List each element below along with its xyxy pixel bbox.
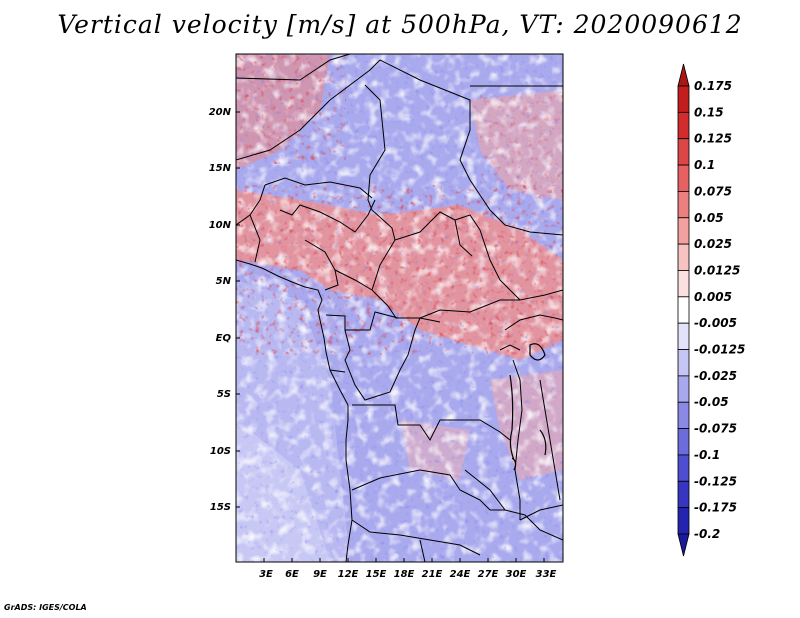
- colorbar-label: -0.0125: [694, 343, 745, 357]
- colorbar-label: -0.175: [694, 501, 737, 515]
- longitude-axis: [263, 558, 545, 562]
- latitude-axis: [236, 111, 240, 508]
- colorbar-label: 0.0125: [694, 263, 740, 277]
- lon-label: 30E: [506, 569, 527, 580]
- colorbar-segment: [677, 296, 690, 324]
- colorbar-label: 0.1: [694, 158, 715, 172]
- lat-label: 20N: [209, 107, 232, 118]
- colorbar-segment: [677, 349, 690, 377]
- lon-label: 12E: [338, 569, 359, 580]
- lon-label: 24E: [450, 569, 471, 580]
- lon-label: 27E: [478, 569, 499, 580]
- colorbar-arrow-bottom: [677, 533, 690, 557]
- colorbar-label: -0.005: [694, 316, 737, 330]
- latitude-labels: 20N 15N 10N 5N EQ 5S 10S 15S: [209, 107, 232, 513]
- colorbar-label: -0.2: [694, 527, 720, 541]
- colorbar-label: -0.025: [694, 369, 737, 383]
- longitude-labels: 3E 6E 9E 12E 15E 18E 21E 24E 27E 30E 33E: [259, 569, 556, 580]
- lat-label: 15N: [209, 163, 232, 174]
- colorbar-segment: [677, 270, 690, 298]
- colorbar-labels: 0.175 0.15 0.125 0.1 0.075 0.05 0.025 0.0125 0.0…: [694, 79, 745, 541]
- lat-label: 5N: [216, 276, 232, 287]
- colorbar-segment: [677, 507, 690, 535]
- colorbar-segment: [677, 322, 690, 350]
- colorbar-label: 0.175: [694, 79, 732, 93]
- colorbar-label: 0.125: [694, 132, 732, 146]
- colorbar-label: 0.005: [694, 290, 732, 304]
- colorbar-segment: [677, 375, 690, 403]
- lon-label: 15E: [366, 569, 387, 580]
- credit-text: GrADS: IGES/COLA: [4, 603, 87, 612]
- colorbar-label: 0.075: [694, 184, 732, 198]
- lake-outlines: [509, 343, 547, 471]
- colorbar-segment: [677, 191, 690, 219]
- colorbar-label: -0.075: [694, 422, 737, 436]
- lat-label: 15S: [210, 502, 231, 513]
- lon-label: 9E: [313, 569, 327, 580]
- map-title: Vertical velocity [m/s] at 500hPa, VT: 2…: [57, 10, 743, 39]
- lon-label: 6E: [285, 569, 299, 580]
- country-borders: [236, 54, 563, 562]
- colorbar-segment: [677, 428, 690, 456]
- map-frame: [235, 53, 564, 563]
- colorbar-label: 0.15: [694, 105, 724, 119]
- velocity-field: [236, 54, 563, 562]
- colorbar-segment: [677, 111, 690, 140]
- colorbar-segment: [677, 401, 690, 429]
- lat-label: 10N: [209, 220, 232, 231]
- colorbar-label: -0.1: [694, 448, 720, 462]
- colorbar-label: -0.05: [694, 395, 729, 409]
- lon-label: 21E: [422, 569, 443, 580]
- colorbar-segment: [677, 454, 690, 482]
- colorbar-segment: [677, 243, 690, 271]
- colorbar-segment: [677, 138, 690, 166]
- lat-label: 10S: [210, 446, 231, 457]
- colorbar: [677, 63, 690, 557]
- lon-label: 3E: [259, 569, 273, 580]
- lon-label: 18E: [394, 569, 415, 580]
- colorbar-label: 0.025: [694, 237, 732, 251]
- colorbar-segment: [677, 480, 690, 509]
- lat-label: EQ: [216, 333, 232, 344]
- lon-label: 33E: [536, 569, 557, 580]
- colorbar-label: 0.05: [694, 211, 724, 225]
- colorbar-segment: [677, 164, 690, 192]
- colorbar-segment: [677, 217, 690, 245]
- colorbar-segment: [677, 85, 690, 113]
- lat-label: 5S: [217, 389, 231, 400]
- colorbar-label: -0.125: [694, 474, 737, 488]
- colorbar-arrow-top: [677, 63, 690, 87]
